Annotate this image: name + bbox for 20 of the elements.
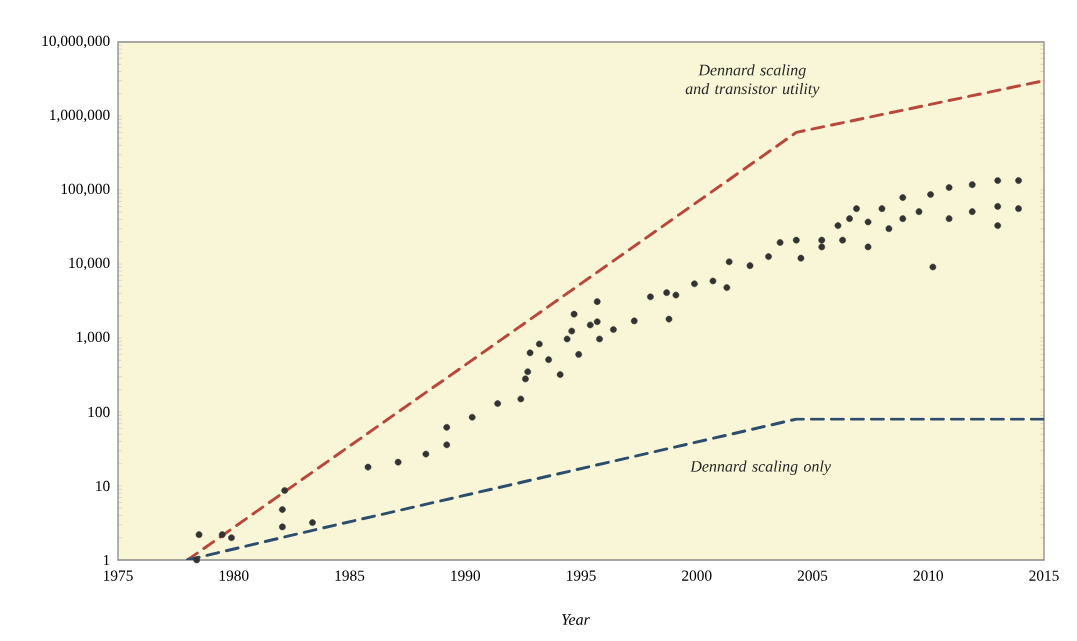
x-tick-label: 1985 bbox=[335, 570, 365, 581]
x-tick-label: 2010 bbox=[913, 570, 944, 581]
y-tick-label: 1,000 bbox=[77, 331, 110, 345]
y-tick-label: 10,000 bbox=[69, 257, 110, 271]
y-tick-label: 10,000,000 bbox=[42, 35, 110, 49]
series-label: Dennard scaling only bbox=[690, 460, 832, 476]
y-tick-label: 1 bbox=[103, 554, 110, 566]
y-tick-label: 1,000,000 bbox=[50, 109, 110, 123]
series-label: Dennard scaling and transistor utility bbox=[685, 64, 820, 98]
x-tick-label: 2005 bbox=[797, 570, 828, 581]
y-tick-label: 100,000 bbox=[61, 183, 110, 197]
x-tick-label: 1980 bbox=[219, 570, 249, 581]
y-tick-label: 10 bbox=[96, 480, 110, 492]
x-tick-label: 2000 bbox=[682, 570, 712, 581]
y-tick-label: 100 bbox=[88, 406, 110, 418]
x-tick-label: 1990 bbox=[451, 570, 481, 581]
x-tick-label: 1995 bbox=[567, 570, 596, 581]
x-axis-title: Year bbox=[561, 614, 590, 625]
x-tick-label: 2015 bbox=[1029, 570, 1059, 581]
x-tick-label: 1975 bbox=[104, 570, 133, 581]
